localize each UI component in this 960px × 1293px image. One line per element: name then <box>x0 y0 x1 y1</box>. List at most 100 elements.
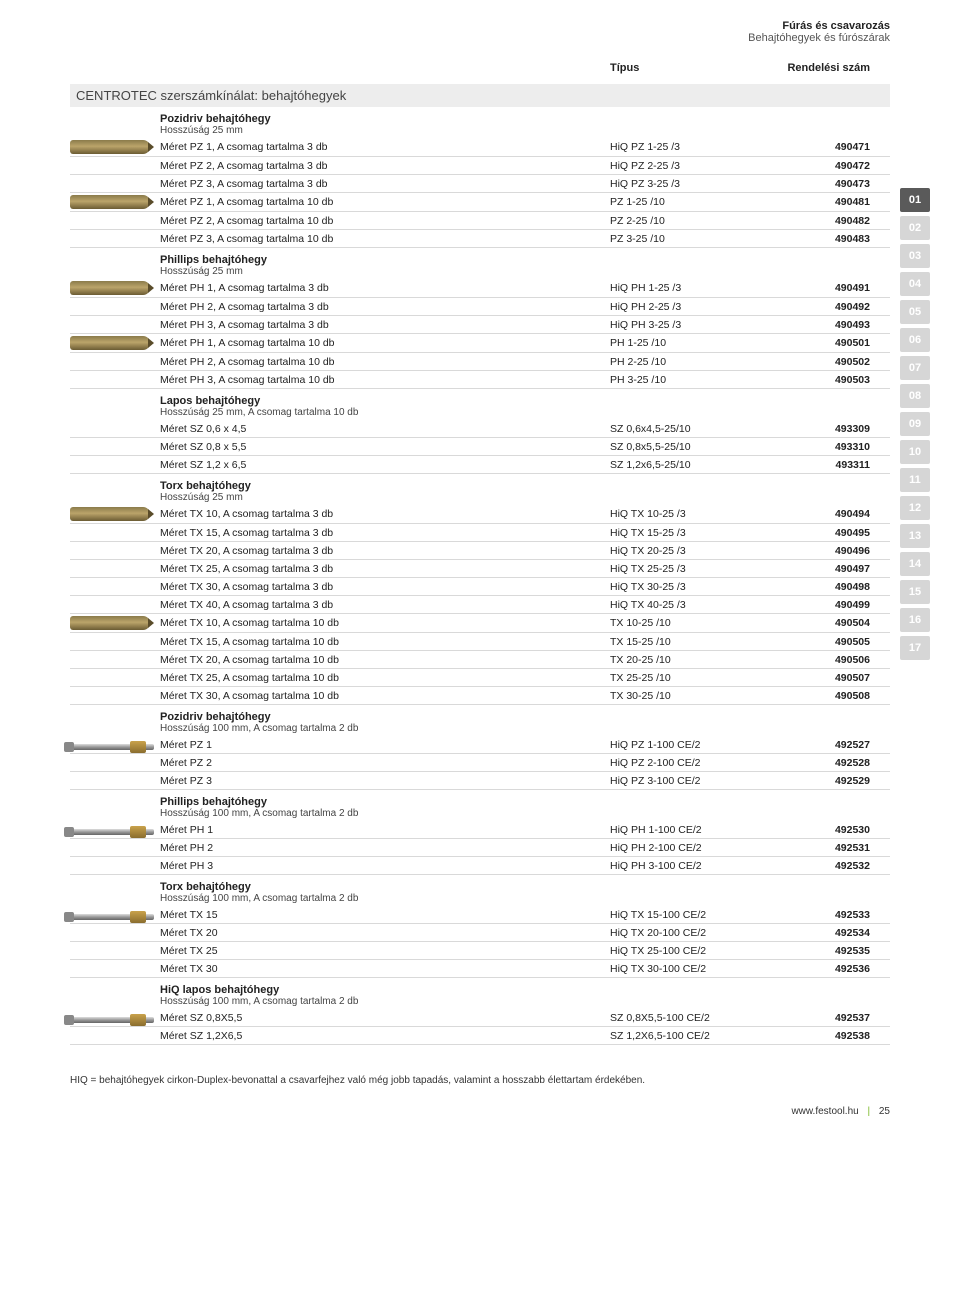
row-type: TX 20-25 /10 <box>610 654 770 666</box>
row-image-col <box>70 825 160 835</box>
side-tab-04[interactable]: 04 <box>900 272 930 296</box>
side-tab-03[interactable]: 03 <box>900 244 930 268</box>
row-desc: Méret PH 1, A csomag tartalma 3 db <box>160 282 610 294</box>
table-row: Méret TX 30HiQ TX 30-100 CE/2492536 <box>70 960 890 978</box>
side-tab-11[interactable]: 11 <box>900 468 930 492</box>
group-title: HiQ lapos behajtóhegy <box>160 984 890 996</box>
header-subtitle: Behajtóhegyek és fúrószárak <box>70 32 890 44</box>
footnote: HIQ = behajtóhegyek cirkon-Duplex-bevona… <box>70 1075 890 1086</box>
bit-short-icon <box>70 195 150 209</box>
group-subtitle: Hosszúság 25 mm, A csomag tartalma 10 db <box>160 407 890 418</box>
row-order: 490497 <box>770 563 870 575</box>
table-row: Méret PZ 2, A csomag tartalma 3 dbHiQ PZ… <box>70 157 890 175</box>
group-header: Pozidriv behajtóhegyHosszúság 25 mm <box>160 113 890 136</box>
row-type: HiQ PH 3-25 /3 <box>610 319 770 331</box>
row-image-col <box>70 740 160 750</box>
row-image-col <box>70 336 160 350</box>
row-type: HiQ TX 25-100 CE/2 <box>610 945 770 957</box>
side-tab-13[interactable]: 13 <box>900 524 930 548</box>
table-row: Méret SZ 0,8X5,5SZ 0,8X5,5-100 CE/249253… <box>70 1009 890 1027</box>
table-row: Méret PZ 2, A csomag tartalma 10 dbPZ 2-… <box>70 212 890 230</box>
bit-long-icon <box>70 744 154 750</box>
group-title: Pozidriv behajtóhegy <box>160 113 890 125</box>
table-row: Méret SZ 1,2 x 6,5SZ 1,2x6,5-25/10493311 <box>70 456 890 474</box>
row-type: PH 2-25 /10 <box>610 356 770 368</box>
row-desc: Méret SZ 0,8 x 5,5 <box>160 441 610 453</box>
row-desc: Méret TX 15, A csomag tartalma 10 db <box>160 636 610 648</box>
row-order: 493311 <box>770 459 870 471</box>
row-order: 490504 <box>770 617 870 629</box>
row-image-col <box>70 507 160 521</box>
row-image-col <box>70 195 160 209</box>
row-type: HiQ TX 15-25 /3 <box>610 527 770 539</box>
group-header: Torx behajtóhegyHosszúság 100 mm, A csom… <box>160 881 890 904</box>
side-tab-14[interactable]: 14 <box>900 552 930 576</box>
group-title: Lapos behajtóhegy <box>160 395 890 407</box>
row-order: 490507 <box>770 672 870 684</box>
col-type: Típus <box>610 62 770 74</box>
bit-short-icon <box>70 281 150 295</box>
row-desc: Méret TX 25, A csomag tartalma 10 db <box>160 672 610 684</box>
row-desc: Méret SZ 0,6 x 4,5 <box>160 423 610 435</box>
row-order: 490483 <box>770 233 870 245</box>
row-order: 490491 <box>770 282 870 294</box>
row-type: HiQ TX 25-25 /3 <box>610 563 770 575</box>
row-desc: Méret PH 1 <box>160 824 610 836</box>
row-image-col <box>70 616 160 630</box>
table-row: Méret TX 30, A csomag tartalma 10 dbTX 3… <box>70 687 890 705</box>
table-row: Méret SZ 0,6 x 4,5SZ 0,6x4,5-25/10493309 <box>70 420 890 438</box>
row-desc: Méret SZ 0,8X5,5 <box>160 1012 610 1024</box>
side-tab-16[interactable]: 16 <box>900 608 930 632</box>
side-tab-15[interactable]: 15 <box>900 580 930 604</box>
row-order: 492532 <box>770 860 870 872</box>
side-tab-02[interactable]: 02 <box>900 216 930 240</box>
row-type: SZ 0,8X5,5-100 CE/2 <box>610 1012 770 1024</box>
table-content: Pozidriv behajtóhegyHosszúság 25 mmMéret… <box>70 113 890 1045</box>
group-subtitle: Hosszúság 25 mm <box>160 266 890 277</box>
row-order: 492530 <box>770 824 870 836</box>
row-type: TX 10-25 /10 <box>610 617 770 629</box>
table-row: Méret TX 15HiQ TX 15-100 CE/2492533 <box>70 906 890 924</box>
group-header: Phillips behajtóhegyHosszúság 25 mm <box>160 254 890 277</box>
side-tab-01[interactable]: 01 <box>900 188 930 212</box>
row-desc: Méret TX 25, A csomag tartalma 3 db <box>160 563 610 575</box>
row-type: HiQ TX 15-100 CE/2 <box>610 909 770 921</box>
row-desc: Méret PH 2 <box>160 842 610 854</box>
row-order: 490493 <box>770 319 870 331</box>
row-type: HiQ PZ 1-25 /3 <box>610 141 770 153</box>
row-order: 492531 <box>770 842 870 854</box>
group-header: Phillips behajtóhegyHosszúság 100 mm, A … <box>160 796 890 819</box>
side-tab-07[interactable]: 07 <box>900 356 930 380</box>
row-desc: Méret TX 20 <box>160 927 610 939</box>
side-tab-05[interactable]: 05 <box>900 300 930 324</box>
group-subtitle: Hosszúság 100 mm, A csomag tartalma 2 db <box>160 808 890 819</box>
group-header: HiQ lapos behajtóhegyHosszúság 100 mm, A… <box>160 984 890 1007</box>
row-type: HiQ PH 3-100 CE/2 <box>610 860 770 872</box>
row-type: TX 25-25 /10 <box>610 672 770 684</box>
table-row: Méret PZ 3, A csomag tartalma 3 dbHiQ PZ… <box>70 175 890 193</box>
row-desc: Méret PH 2, A csomag tartalma 3 db <box>160 301 610 313</box>
side-tab-08[interactable]: 08 <box>900 384 930 408</box>
row-desc: Méret TX 30, A csomag tartalma 3 db <box>160 581 610 593</box>
row-order: 492533 <box>770 909 870 921</box>
table-row: Méret PZ 1, A csomag tartalma 3 dbHiQ PZ… <box>70 138 890 157</box>
row-order: 492534 <box>770 927 870 939</box>
side-tab-17[interactable]: 17 <box>900 636 930 660</box>
group-title: Phillips behajtóhegy <box>160 254 890 266</box>
row-desc: Méret PZ 1, A csomag tartalma 3 db <box>160 141 610 153</box>
row-image-col <box>70 1013 160 1023</box>
side-tab-09[interactable]: 09 <box>900 412 930 436</box>
row-type: HiQ PZ 3-100 CE/2 <box>610 775 770 787</box>
side-tab-06[interactable]: 06 <box>900 328 930 352</box>
side-tab-10[interactable]: 10 <box>900 440 930 464</box>
table-row: Méret PH 2, A csomag tartalma 10 dbPH 2-… <box>70 353 890 371</box>
row-image-col <box>70 140 160 154</box>
group-header: Pozidriv behajtóhegyHosszúság 100 mm, A … <box>160 711 890 734</box>
row-order: 490505 <box>770 636 870 648</box>
row-type: HiQ PZ 2-100 CE/2 <box>610 757 770 769</box>
group-subtitle: Hosszúság 25 mm <box>160 125 890 136</box>
bit-long-icon <box>70 1017 154 1023</box>
group-header: Torx behajtóhegyHosszúság 25 mm <box>160 480 890 503</box>
side-tab-12[interactable]: 12 <box>900 496 930 520</box>
table-row: Méret PH 2, A csomag tartalma 3 dbHiQ PH… <box>70 298 890 316</box>
